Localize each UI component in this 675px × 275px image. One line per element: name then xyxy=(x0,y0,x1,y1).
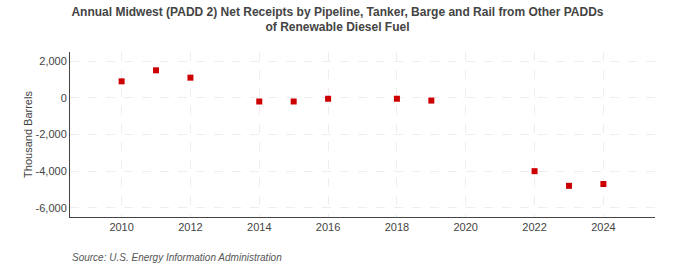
svg-text:Thousand Barrels: Thousand Barrels xyxy=(22,91,34,178)
svg-text:2020: 2020 xyxy=(453,221,477,233)
svg-text:2014: 2014 xyxy=(247,221,271,233)
svg-text:2016: 2016 xyxy=(316,221,340,233)
svg-text:2,000: 2,000 xyxy=(39,55,67,67)
svg-text:2022: 2022 xyxy=(522,221,546,233)
svg-text:2018: 2018 xyxy=(385,221,409,233)
svg-text:2024: 2024 xyxy=(591,221,615,233)
svg-text:2010: 2010 xyxy=(109,221,133,233)
svg-text:0: 0 xyxy=(61,92,67,104)
svg-text:2012: 2012 xyxy=(178,221,202,233)
svg-text:-2,000: -2,000 xyxy=(36,128,67,140)
svg-text:Annual Midwest (PADD 2) Net Re: Annual Midwest (PADD 2) Net Receipts by … xyxy=(71,5,603,35)
svg-text:Source: U.S. Energy Informatio: Source: U.S. Energy Information Administ… xyxy=(72,252,282,263)
svg-text:-6,000: -6,000 xyxy=(36,202,67,214)
svg-text:-4,000: -4,000 xyxy=(36,165,67,177)
